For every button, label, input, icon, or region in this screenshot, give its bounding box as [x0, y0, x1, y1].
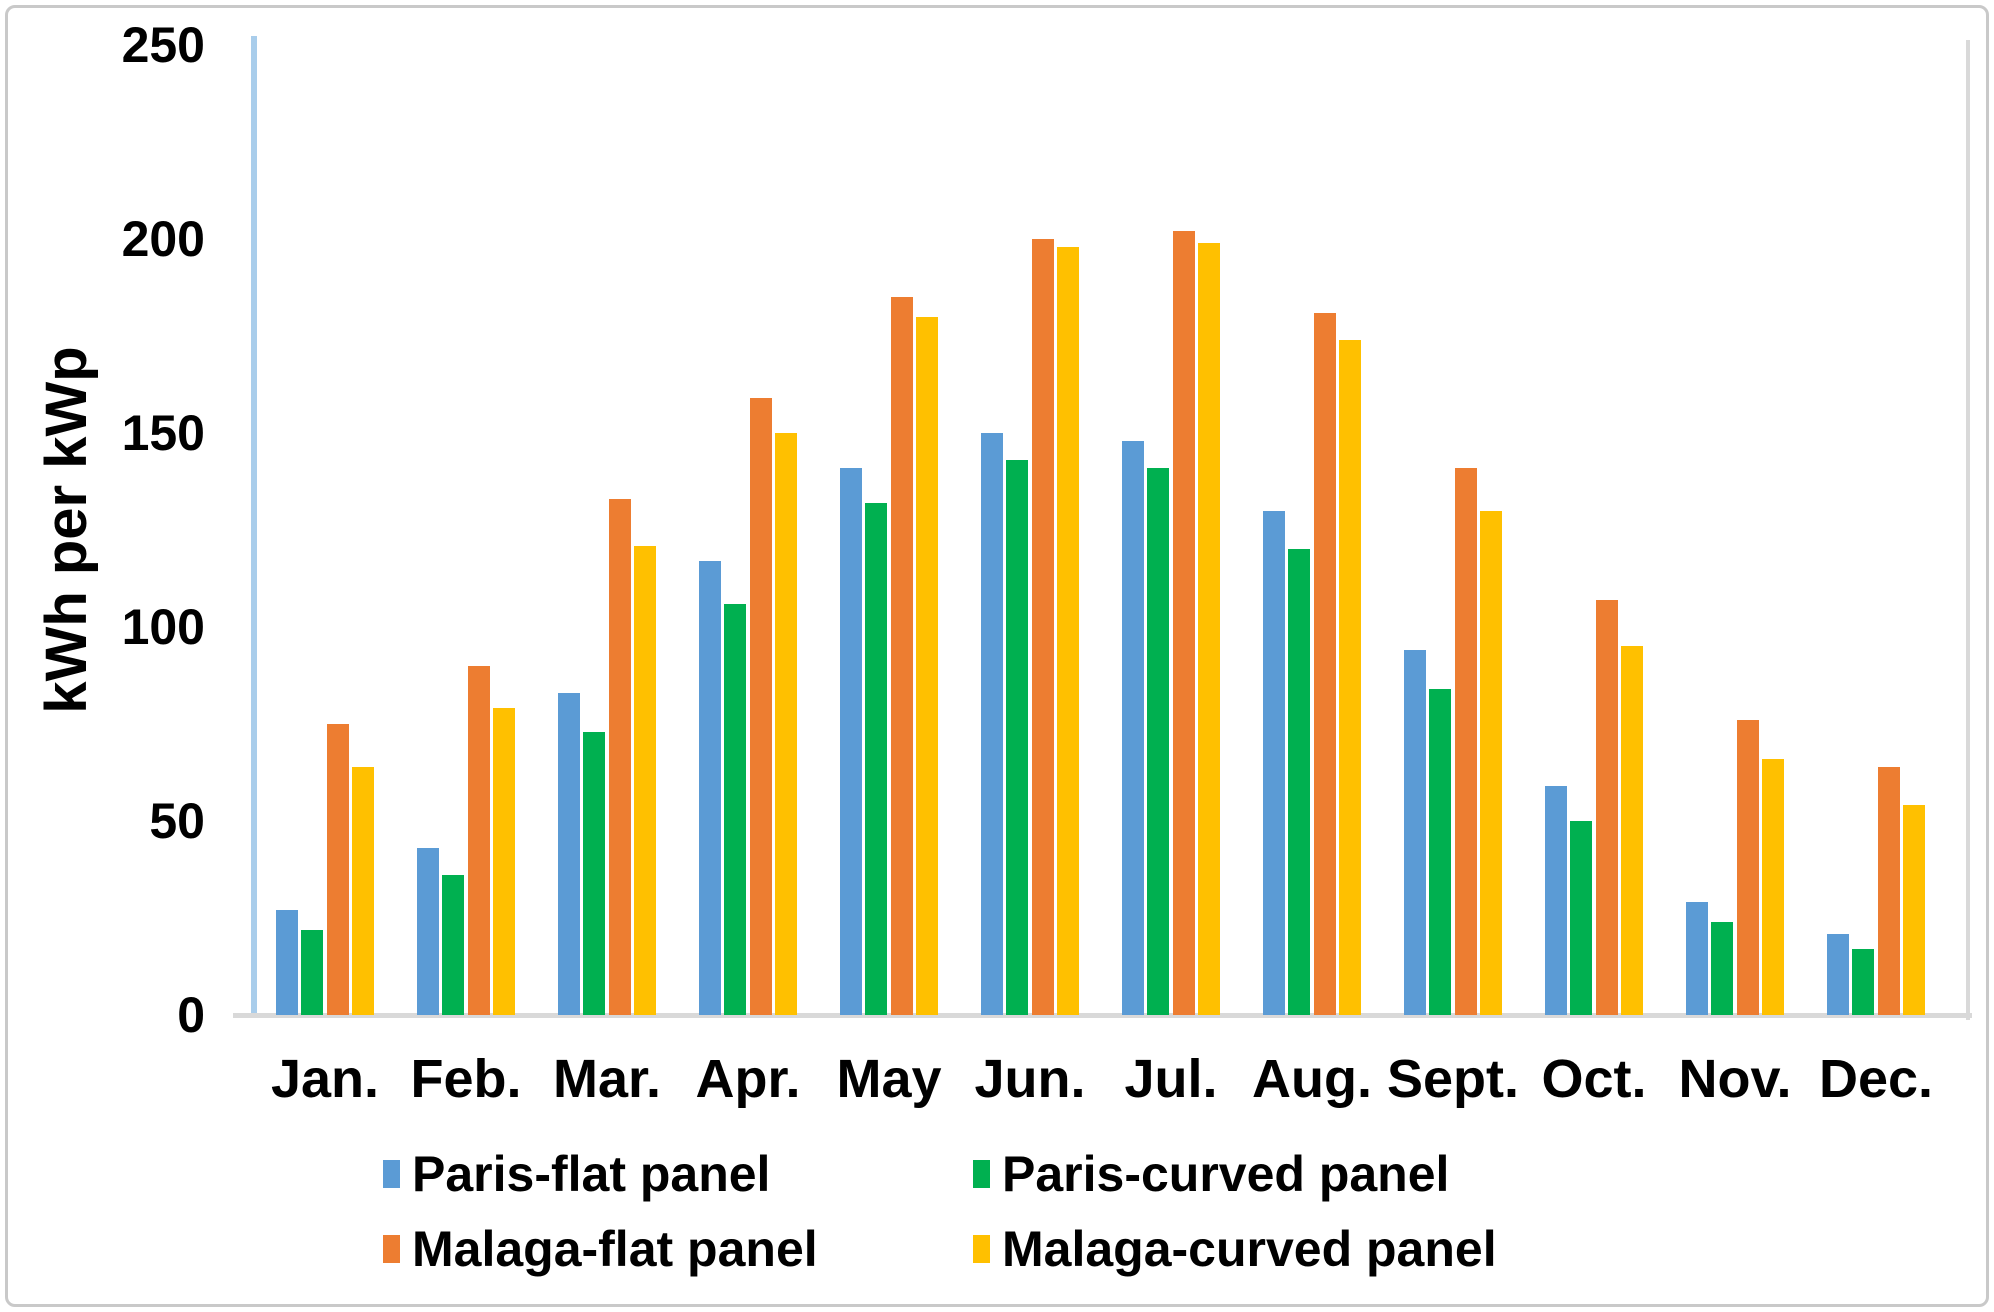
bar-malaga-curved-panel-may: [916, 316, 939, 1015]
bar-malaga-curved-panel-feb: [493, 708, 516, 1015]
bar-paris-flat-panel-oct: [1545, 786, 1567, 1015]
legend-label: Paris-flat panel: [412, 1146, 771, 1202]
bar-malaga-flat-panel-aug: [1313, 312, 1336, 1015]
legend-swatch-icon: [383, 1235, 400, 1263]
bar-malaga-curved-panel-jan: [352, 766, 375, 1015]
x-category-label-apr: Apr.: [695, 1049, 801, 1109]
legend-item-malaga-flat-panel: Malaga-flat panel: [383, 1218, 818, 1280]
bar-malaga-curved-panel-aug: [1339, 339, 1362, 1015]
bar-paris-flat-panel-may: [840, 467, 862, 1015]
bar-paris-curved-panel-may: [865, 502, 888, 1015]
x-category-label-jun: Jun.: [974, 1049, 1086, 1109]
legend-swatch-icon: [973, 1235, 990, 1263]
bar-malaga-flat-panel-feb: [467, 665, 490, 1015]
x-category-label-may: May: [836, 1049, 942, 1109]
bar-malaga-flat-panel-dec: [1877, 766, 1900, 1015]
bar-malaga-curved-panel-jun: [1057, 246, 1080, 1015]
legend-label: Malaga-flat panel: [412, 1221, 818, 1277]
y-tick-label: 250: [121, 17, 205, 73]
x-axis-line: [233, 1013, 1972, 1018]
bar-paris-flat-panel-jun: [981, 433, 1003, 1015]
x-category-label-jan: Jan.: [270, 1049, 380, 1109]
bar-paris-flat-panel-nov: [1686, 902, 1708, 1015]
plot-area: [253, 45, 1970, 1015]
bar-malaga-curved-panel-mar: [634, 545, 657, 1015]
bar-malaga-flat-panel-jul: [1172, 231, 1195, 1015]
bar-paris-flat-panel-jan: [276, 910, 298, 1015]
y-axis-line: [251, 36, 257, 1017]
bar-malaga-flat-panel-jan: [326, 724, 349, 1015]
bar-paris-curved-panel-jun: [1006, 460, 1029, 1015]
bar-malaga-flat-panel-apr: [749, 398, 772, 1015]
bar-malaga-curved-panel-dec: [1903, 805, 1926, 1015]
x-category-label-oct: Oct.: [1541, 1049, 1647, 1109]
y-tick-label: 50: [149, 793, 205, 849]
x-category-label-sept: Sept.: [1386, 1049, 1520, 1109]
legend-swatch-icon: [383, 1160, 400, 1188]
bar-malaga-curved-panel-nov: [1762, 758, 1785, 1015]
legend-item-malaga-curved-panel: Malaga-curved panel: [973, 1218, 1497, 1280]
bar-paris-curved-panel-sept: [1429, 689, 1452, 1015]
bar-paris-flat-panel-feb: [417, 848, 439, 1015]
x-category-label-aug: Aug.: [1252, 1049, 1372, 1109]
legend-item-paris-curved-panel: Paris-curved panel: [973, 1143, 1449, 1205]
bar-paris-curved-panel-nov: [1711, 921, 1734, 1015]
bar-malaga-curved-panel-oct: [1621, 646, 1644, 1015]
legend-item-paris-flat-panel: Paris-flat panel: [383, 1143, 770, 1205]
bar-paris-curved-panel-feb: [442, 875, 465, 1015]
bar-malaga-flat-panel-oct: [1595, 599, 1618, 1015]
x-category-label-jul: Jul.: [1124, 1049, 1218, 1109]
bar-malaga-curved-panel-sept: [1480, 510, 1503, 1015]
bar-paris-curved-panel-jan: [301, 929, 324, 1015]
bar-paris-flat-panel-aug: [1263, 510, 1285, 1015]
bar-paris-flat-panel-mar: [558, 692, 580, 1015]
legend-label: Paris-curved panel: [1002, 1146, 1450, 1202]
bar-paris-curved-panel-aug: [1288, 549, 1311, 1015]
bar-paris-flat-panel-jul: [1122, 440, 1144, 1015]
bar-paris-curved-panel-apr: [724, 603, 747, 1015]
legend-swatch-icon: [973, 1160, 990, 1188]
bar-paris-curved-panel-mar: [583, 731, 606, 1015]
y-axis-title: kWh per kWp: [34, 346, 99, 714]
bar-paris-flat-panel-apr: [699, 561, 721, 1015]
y-tick-label: 150: [121, 405, 205, 461]
bar-malaga-flat-panel-may: [890, 297, 913, 1015]
x-category-label-dec: Dec.: [1818, 1049, 1934, 1109]
x-category-label-mar: Mar.: [552, 1049, 662, 1109]
bar-paris-flat-panel-sept: [1404, 650, 1426, 1015]
bar-paris-curved-panel-jul: [1147, 467, 1170, 1015]
bar-paris-flat-panel-dec: [1827, 933, 1849, 1015]
x-category-label-nov: Nov.: [1678, 1049, 1792, 1109]
bar-malaga-flat-panel-nov: [1736, 720, 1759, 1015]
legend-label: Malaga-curved panel: [1002, 1221, 1497, 1277]
x-category-label-feb: Feb.: [410, 1049, 522, 1109]
bar-malaga-flat-panel-mar: [608, 498, 631, 1015]
bar-paris-curved-panel-oct: [1570, 821, 1593, 1015]
bar-malaga-flat-panel-sept: [1454, 467, 1477, 1015]
y-tick-label: 0: [177, 987, 205, 1043]
y-tick-label: 200: [121, 211, 205, 267]
plot-right-border: [1966, 40, 1970, 1020]
bar-malaga-curved-panel-jul: [1198, 242, 1221, 1015]
bar-malaga-curved-panel-apr: [775, 433, 798, 1015]
bar-paris-curved-panel-dec: [1852, 949, 1875, 1015]
bar-malaga-flat-panel-jun: [1031, 239, 1054, 1015]
y-tick-label: 100: [121, 599, 205, 655]
